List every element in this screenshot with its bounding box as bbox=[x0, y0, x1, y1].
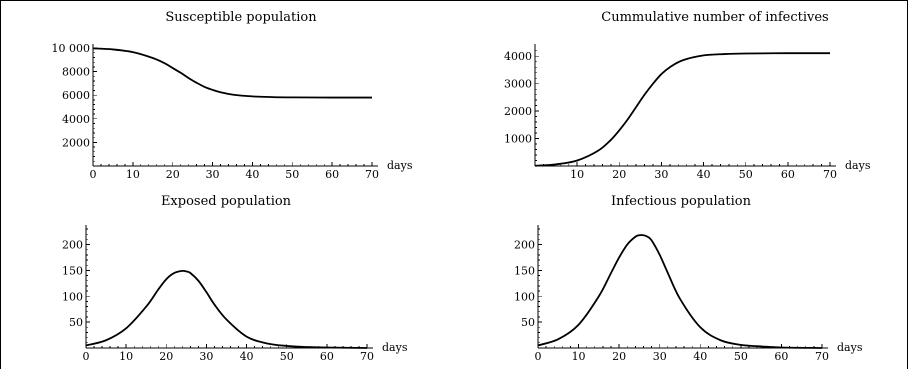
x-tick-label: 40 bbox=[697, 168, 711, 181]
y-tick-label: 50 bbox=[521, 316, 535, 329]
x-tick-label: 10 bbox=[570, 168, 584, 181]
chart-panel-exposed: Exposed population 0 10 20 30 40 50 60 70 50 100 15… bbox=[62, 194, 408, 363]
series-line-cumulative bbox=[534, 52, 831, 167]
x-tick-label: 70 bbox=[815, 350, 829, 363]
y-tick-label: 200 bbox=[514, 239, 535, 252]
y-tick-label: 100 bbox=[62, 290, 83, 303]
x-tick-label: 20 bbox=[612, 168, 626, 181]
x-tick-label: 30 bbox=[206, 168, 220, 181]
chart-title: Susceptible population bbox=[165, 10, 317, 25]
y-tick-label: 4000 bbox=[504, 50, 532, 63]
x-tick-label: 30 bbox=[653, 350, 667, 363]
x-tick-label: 40 bbox=[240, 350, 254, 363]
y-tick-label: 4000 bbox=[62, 113, 90, 126]
x-tick-label: 20 bbox=[159, 350, 173, 363]
chart-panel-infectious: Infectious population 0 10 20 30 40 50 60 70 50 10… bbox=[514, 194, 863, 363]
x-tick-label: 10 bbox=[572, 350, 586, 363]
x-tick-label: 20 bbox=[166, 168, 180, 181]
x-tick-label: 50 bbox=[285, 168, 299, 181]
series-line-exposed bbox=[85, 269, 368, 349]
x-tick-label: 40 bbox=[245, 168, 259, 181]
x-tick-label: 0 bbox=[535, 350, 542, 363]
y-tick-label: 3000 bbox=[504, 78, 532, 91]
y-tick-label: 8000 bbox=[62, 66, 90, 79]
series-line-susceptible bbox=[92, 47, 373, 99]
x-tick-label: 40 bbox=[693, 350, 707, 363]
y-tick-label: 2000 bbox=[62, 136, 90, 149]
x-tick-label: 70 bbox=[823, 168, 837, 181]
x-tick-label: 10 bbox=[119, 350, 133, 363]
x-tick-label: 30 bbox=[199, 350, 213, 363]
x-tick-label: 60 bbox=[320, 350, 334, 363]
x-axis-label: days bbox=[845, 159, 871, 172]
x-tick-label: 60 bbox=[774, 350, 788, 363]
series-line-infectious bbox=[537, 234, 823, 349]
chart-title: Exposed population bbox=[161, 194, 292, 209]
chart-panel-cumulative: Cummulative number of infectives 10 20 30 40… bbox=[504, 10, 871, 181]
y-tick-label: 150 bbox=[514, 264, 535, 277]
y-tick-label: 10 000 bbox=[52, 42, 91, 55]
x-tick-label: 50 bbox=[734, 350, 748, 363]
x-tick-label: 50 bbox=[739, 168, 753, 181]
chart-panel-susceptible: Susceptible population 0 10 20 30 40 50 60 70 200… bbox=[52, 10, 413, 181]
chart-title: Infectious population bbox=[611, 194, 752, 209]
y-tick-label: 150 bbox=[62, 264, 83, 277]
x-tick-label: 20 bbox=[612, 350, 626, 363]
y-tick-label: 1000 bbox=[504, 133, 532, 146]
x-axis-label: days bbox=[387, 159, 413, 172]
x-tick-label: 10 bbox=[126, 168, 140, 181]
y-tick-label: 2000 bbox=[504, 105, 532, 118]
x-tick-label: 30 bbox=[654, 168, 668, 181]
x-tick-label: 60 bbox=[781, 168, 795, 181]
chart-title: Cummulative number of infectives bbox=[601, 10, 828, 25]
y-tick-label: 6000 bbox=[62, 89, 90, 102]
x-tick-label: 0 bbox=[90, 168, 97, 181]
y-tick-label: 200 bbox=[62, 239, 83, 252]
x-axis-label: days bbox=[837, 341, 863, 354]
x-tick-label: 70 bbox=[365, 168, 379, 181]
y-tick-label: 100 bbox=[514, 290, 535, 303]
x-axis-label: days bbox=[382, 341, 408, 354]
x-tick-label: 60 bbox=[325, 168, 339, 181]
y-tick-label: 50 bbox=[69, 316, 83, 329]
x-tick-label: 50 bbox=[280, 350, 294, 363]
x-tick-label: 70 bbox=[360, 350, 374, 363]
x-tick-label: 0 bbox=[83, 350, 90, 363]
